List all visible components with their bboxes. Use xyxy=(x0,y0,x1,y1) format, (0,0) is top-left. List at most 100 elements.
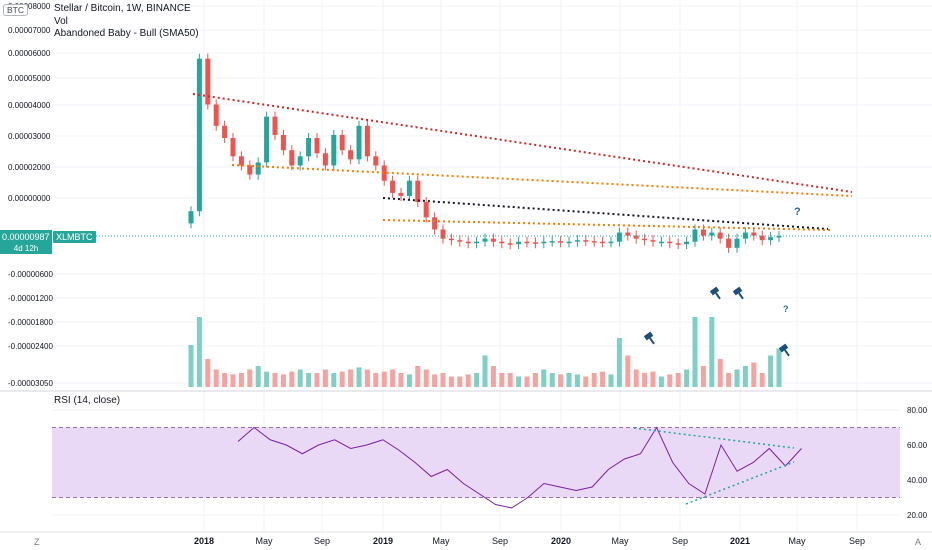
volume-bar xyxy=(272,373,278,387)
volume-bar xyxy=(650,371,656,387)
candle-body xyxy=(322,153,328,166)
volume-bar xyxy=(381,371,387,387)
legend-indicator[interactable]: Abandoned Baby - Bull (SMA50) xyxy=(54,28,199,39)
candle-body xyxy=(289,150,295,166)
candle-body xyxy=(658,241,664,244)
question-mark-volume: ? xyxy=(783,304,789,314)
candle-body xyxy=(390,180,396,193)
volume-bar xyxy=(776,348,782,387)
price-tick-label: -0.00001800 xyxy=(8,318,53,327)
time-tick-label: Sep xyxy=(492,536,508,546)
symbol-tag: XLMBTC xyxy=(53,231,96,243)
legend-volume[interactable]: Vol xyxy=(54,15,68,27)
price-tick-label: 0.00007000 xyxy=(8,26,51,35)
candle-body xyxy=(314,138,320,154)
time-tick-label: 2018 xyxy=(194,536,214,546)
volume-bar xyxy=(616,338,622,387)
rsi-legend[interactable]: RSI (14, close) xyxy=(54,395,121,406)
volume-bar xyxy=(465,374,471,387)
volume-bar xyxy=(558,374,564,387)
volume-bar xyxy=(364,369,370,387)
volume-bar xyxy=(390,369,396,387)
candle-body xyxy=(264,116,270,163)
volume-bar xyxy=(322,369,328,387)
volume-bar xyxy=(415,366,421,387)
price-axis: 0.00008000 0.00007000 0.00006000 0.00005000… xyxy=(8,2,53,388)
rsi-line xyxy=(237,426,802,509)
candle-body xyxy=(440,229,446,239)
candle-body xyxy=(574,240,580,242)
volume-bar xyxy=(306,373,312,387)
volume-bar xyxy=(726,373,732,387)
volume-bar xyxy=(566,373,572,387)
candle-body xyxy=(684,241,690,245)
volume-bar xyxy=(356,367,362,387)
volume-bar xyxy=(549,373,555,387)
timezone-button[interactable]: Z xyxy=(34,537,40,547)
volume-bar xyxy=(734,369,740,387)
candles xyxy=(188,53,782,253)
price-tick-label: -0.00002400 xyxy=(8,342,53,351)
volume-bar xyxy=(507,373,513,387)
volume-bar xyxy=(196,317,202,387)
candle-body xyxy=(541,241,547,244)
candle-body xyxy=(759,235,765,241)
time-tick-label: May xyxy=(788,536,806,546)
candle-body xyxy=(482,238,488,242)
rsi-band xyxy=(52,427,900,498)
candle-body xyxy=(398,192,404,196)
volume-bar xyxy=(188,345,194,387)
question-mark-price: ? xyxy=(794,206,801,218)
volume-bar xyxy=(667,374,673,387)
rsi-tick-label: 40.00 xyxy=(907,476,928,485)
time-tick-label: Sep xyxy=(672,536,688,546)
candle-body xyxy=(591,241,597,243)
candle-body xyxy=(633,235,639,239)
price-tick-label: 0.00000000 xyxy=(8,194,51,203)
candle-body xyxy=(768,237,774,241)
candle-body xyxy=(213,104,219,126)
trendline-black[interactable] xyxy=(382,197,829,230)
candle-body xyxy=(465,241,471,244)
time-tick-label: May xyxy=(432,536,450,546)
trendline-orange-upper[interactable] xyxy=(231,164,853,197)
volume-bar xyxy=(440,373,446,387)
candle-body xyxy=(188,211,194,224)
pattern-marker-2[interactable] xyxy=(709,286,723,301)
volume-bar xyxy=(759,373,765,387)
currency-tag[interactable]: BTC xyxy=(3,4,28,16)
volume-bar xyxy=(675,373,681,387)
trendline-red[interactable] xyxy=(192,93,853,193)
volume-bar xyxy=(457,376,463,387)
price-tick-label: 0.00002000 xyxy=(8,163,51,172)
price-tick-label: 0.00008000 xyxy=(8,2,51,11)
pattern-marker-3[interactable] xyxy=(732,286,746,301)
legend-title[interactable]: Stellar / Bitcoin, 1W, BINANCE xyxy=(54,3,191,14)
time-tick-label: May xyxy=(611,536,629,546)
volume-bar xyxy=(238,373,244,387)
volume-bar xyxy=(658,376,664,387)
volume-bar xyxy=(474,373,480,387)
rsi-trendline-lower[interactable] xyxy=(685,461,795,505)
pattern-marker-1[interactable] xyxy=(643,331,657,346)
candle-body xyxy=(306,138,312,157)
volume-bar xyxy=(751,362,757,387)
pattern-marker-4[interactable] xyxy=(778,343,792,358)
candle-body xyxy=(566,241,572,244)
rsi-trendline-upper[interactable] xyxy=(633,427,795,449)
rsi-tick-label: 20.00 xyxy=(907,511,928,520)
candle-body xyxy=(490,238,496,242)
candle-body xyxy=(272,116,278,135)
volume-bar xyxy=(768,355,774,387)
volume-bar xyxy=(255,366,261,387)
volume-bar xyxy=(574,374,580,387)
candle-body xyxy=(297,156,303,166)
candle-body xyxy=(625,232,631,236)
volume-bar xyxy=(482,355,488,387)
candle-body xyxy=(776,236,782,238)
volume-bar xyxy=(591,373,597,387)
volume-bar xyxy=(532,373,538,387)
auto-scale-button[interactable]: A xyxy=(915,537,922,547)
rsi-series xyxy=(237,426,802,509)
candle-body xyxy=(364,125,370,157)
